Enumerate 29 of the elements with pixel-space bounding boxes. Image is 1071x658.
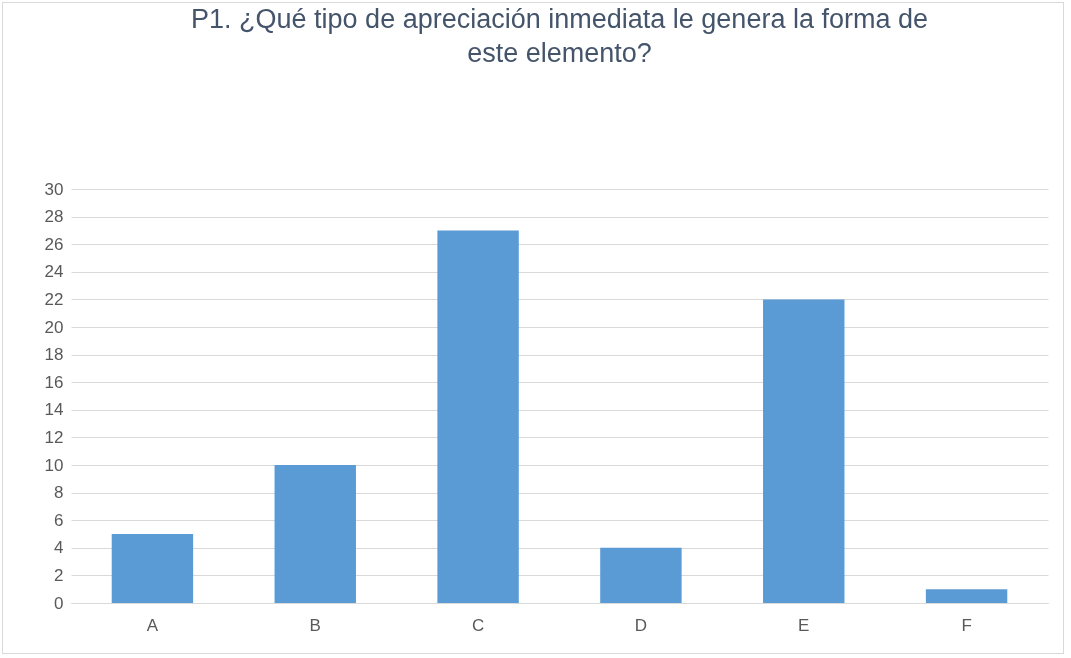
y-tick-label: 18 xyxy=(44,345,64,365)
y-tick-label: 14 xyxy=(44,400,64,420)
bar xyxy=(925,589,1008,603)
y-tick-label: 4 xyxy=(54,538,64,558)
bar xyxy=(600,547,682,603)
bar xyxy=(437,230,519,603)
y-tick-label: 10 xyxy=(44,455,64,475)
x-tick-label: D xyxy=(634,615,648,635)
bar xyxy=(111,534,194,603)
y-tick-label: 2 xyxy=(54,565,64,585)
y-tick-label: 24 xyxy=(44,262,64,282)
chart-title: P1. ¿Qué tipo de apreciación inmediata le genera la forma de este elemento? xyxy=(191,4,928,68)
x-tick-label: A xyxy=(146,615,159,635)
y-tick-label: 12 xyxy=(44,427,64,447)
y-tick-label: 26 xyxy=(44,234,64,254)
y-tick-label: 30 xyxy=(44,179,64,199)
x-tick-label: E xyxy=(798,615,810,635)
y-tick-label: 8 xyxy=(54,483,64,503)
y-tick-label: 6 xyxy=(54,510,64,530)
y-tick-label: 0 xyxy=(54,593,64,613)
y-tick-label: 20 xyxy=(44,317,64,337)
bar xyxy=(274,465,356,603)
bar xyxy=(763,299,845,603)
x-tick-label: C xyxy=(471,615,485,635)
x-tick-label: F xyxy=(961,615,972,635)
y-tick-label: 22 xyxy=(44,289,64,309)
y-tick-label: 16 xyxy=(44,372,64,392)
x-tick-label: B xyxy=(309,615,321,635)
y-tick-label: 28 xyxy=(44,207,64,227)
